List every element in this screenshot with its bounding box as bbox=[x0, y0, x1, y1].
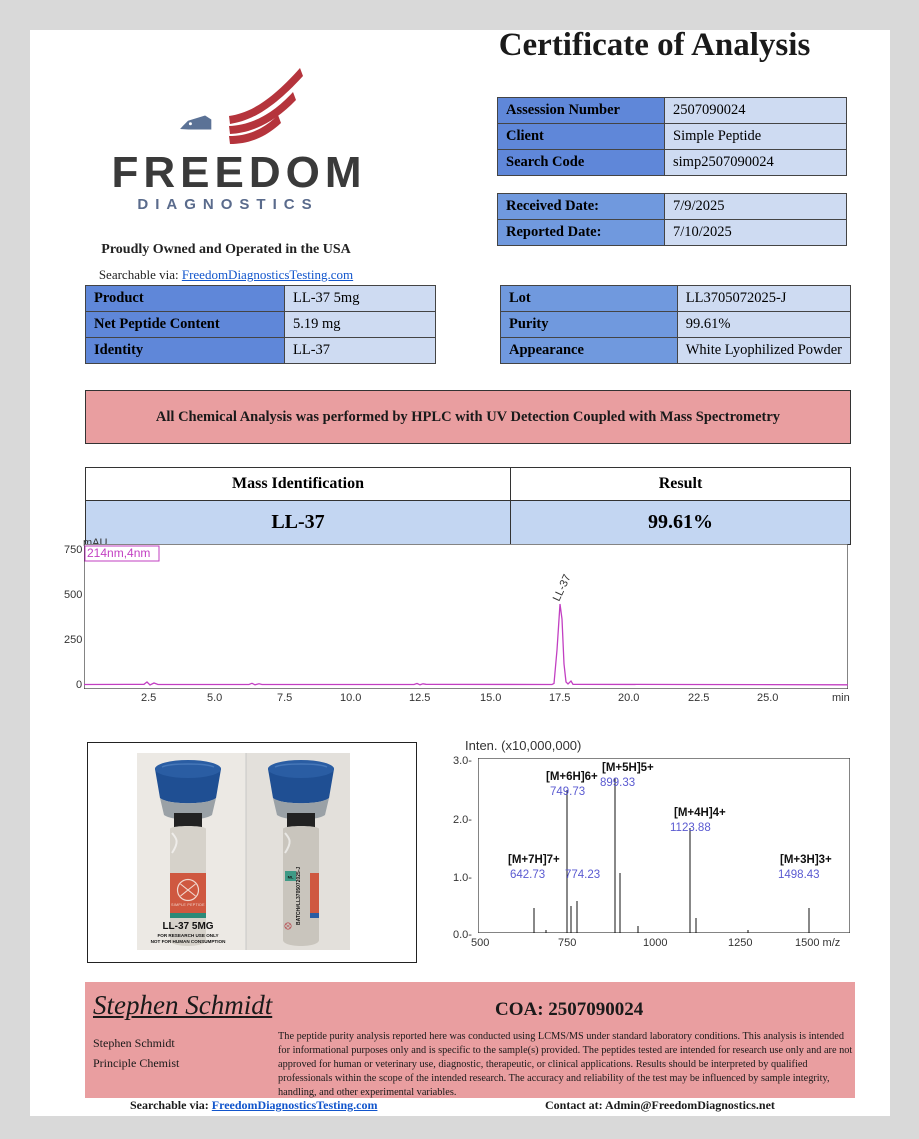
svg-text:[M+5H]5+: [M+5H]5+ bbox=[602, 762, 654, 774]
svg-text:1123.88: 1123.88 bbox=[670, 822, 711, 834]
svg-text:[M+7H]7+: [M+7H]7+ bbox=[508, 854, 560, 866]
svg-text:214nm,4nm: 214nm,4nm bbox=[87, 546, 150, 560]
svg-text:[M+4H]4+: [M+4H]4+ bbox=[674, 807, 726, 819]
svg-text:SIMPLE PEPTIDE: SIMPLE PEPTIDE bbox=[171, 903, 205, 907]
svg-text:1498.43: 1498.43 bbox=[778, 869, 820, 881]
svg-text:774.23: 774.23 bbox=[565, 869, 600, 881]
svg-text:ML: ML bbox=[288, 875, 294, 880]
svg-text:899.33: 899.33 bbox=[600, 777, 635, 789]
svg-text:BATCH#LL3705072025-J: BATCH#LL3705072025-J bbox=[296, 867, 302, 925]
svg-text:749.73: 749.73 bbox=[550, 786, 585, 798]
svg-text:642.73: 642.73 bbox=[510, 869, 545, 881]
svg-text:[M+6H]6+: [M+6H]6+ bbox=[546, 771, 598, 783]
svg-text:NOT FOR HUMAN CONSUMPTION: NOT FOR HUMAN CONSUMPTION bbox=[151, 939, 226, 944]
svg-text:FOR RESEARCH USE ONLY: FOR RESEARCH USE ONLY bbox=[157, 933, 218, 938]
svg-text:[M+3H]3+: [M+3H]3+ bbox=[780, 854, 832, 866]
svg-text:LL-37 5MG: LL-37 5MG bbox=[162, 921, 213, 932]
